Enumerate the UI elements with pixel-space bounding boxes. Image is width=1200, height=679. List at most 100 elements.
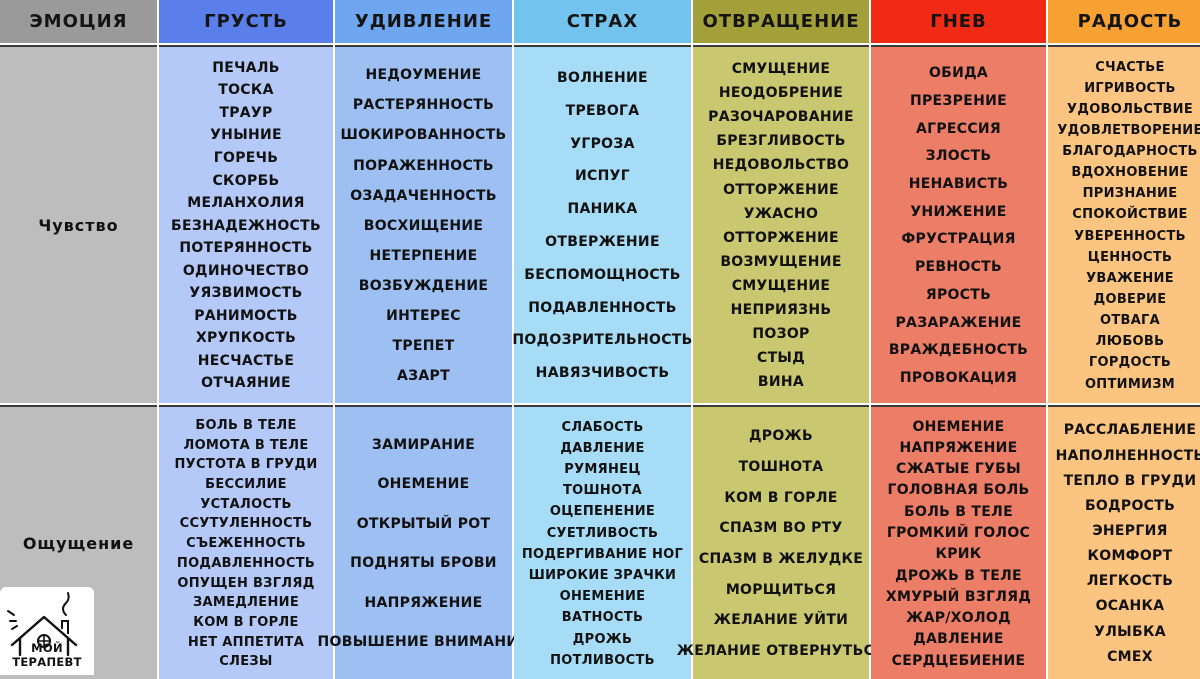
list-item: Недоумение xyxy=(365,67,482,84)
list-item: Вдохновение xyxy=(1071,165,1189,181)
list-item: Подозрительность xyxy=(512,332,693,349)
cell-disgust: Смущение Неодобрение Разочарование Брезглив… xyxy=(693,45,869,403)
list-item: Провокация xyxy=(899,370,1018,387)
list-item: Хмурый взгляд xyxy=(885,588,1032,605)
list-item: Презрение xyxy=(909,92,1007,109)
list-item: Потерянность xyxy=(179,240,313,257)
list-item: Боль в теле xyxy=(195,418,297,434)
list-item: Дрожь xyxy=(572,631,633,647)
list-item: Подняты брови xyxy=(350,555,497,572)
list-item: Печаль xyxy=(212,59,280,76)
list-item: Меланхолия xyxy=(187,195,305,212)
list-item: Ком в горле xyxy=(724,489,838,506)
cell-disgust: Дрожь Тошнота Ком в горле Спазм во рту Спазм… xyxy=(677,405,885,679)
cell-anger: Онемение Напряжение Сжатые губы Головная бо… xyxy=(871,405,1046,679)
list-item: Неприязнь xyxy=(730,301,832,318)
list-item: Жар/холод xyxy=(906,610,1011,627)
list-item: Безнадежность xyxy=(171,217,321,234)
list-item: Трепет xyxy=(392,337,455,354)
list-item: Отторжение xyxy=(723,229,839,246)
cell-sadness: Печаль Тоска Траур Уныние Горечь Скорбь Меланх… xyxy=(159,45,333,403)
list-item: Игривость xyxy=(1084,80,1176,96)
list-item: Комфорт xyxy=(1087,548,1173,565)
list-item: Отвага xyxy=(1099,313,1161,329)
list-item: Тоска xyxy=(218,82,274,99)
list-item: Бодрость xyxy=(1084,497,1176,514)
logo: Мой терапевт xyxy=(0,587,94,675)
list-item: Легкость xyxy=(1086,573,1174,590)
list-item: Возбуждение xyxy=(358,277,489,294)
list-item: Отвержение xyxy=(545,234,660,250)
list-item: Угроза xyxy=(570,135,635,152)
list-item: Ком в горле xyxy=(193,614,299,630)
list-item: Дрожь xyxy=(749,428,813,445)
list-item: Давление xyxy=(913,631,1004,648)
header-joy: Радость xyxy=(1048,0,1200,43)
list-item: Разаражение xyxy=(895,314,1022,331)
list-item: Несчастье xyxy=(197,352,295,369)
list-item: Замирание xyxy=(371,436,476,453)
list-item: Громкий голос xyxy=(886,525,1031,541)
list-item: Злость xyxy=(925,148,992,165)
list-item: Спокойствие xyxy=(1072,207,1188,223)
list-item: Ревность xyxy=(914,259,1002,276)
cell-sadness: Боль в теле Ломота в теле Пустота в груди Б… xyxy=(159,405,333,679)
list-item: Осанка xyxy=(1095,598,1165,615)
list-item: Нетерпение xyxy=(369,247,478,264)
list-item: Повышение внимания xyxy=(317,634,530,651)
list-item: Доверие xyxy=(1093,292,1167,308)
list-item: Опущен взгляд xyxy=(177,575,315,591)
list-item: Враждебность xyxy=(888,342,1029,359)
list-item: Смущение xyxy=(731,277,831,294)
list-item: Давление xyxy=(560,440,645,456)
header-surprise: Удивление xyxy=(335,0,512,43)
list-item: Ранимость xyxy=(194,307,298,324)
list-item: Благодарность xyxy=(1062,144,1198,160)
list-item: Уязвимость xyxy=(189,285,303,302)
list-item: Пораженность xyxy=(353,157,494,174)
list-item: Отторжение xyxy=(723,181,839,198)
list-item: Уныние xyxy=(210,127,282,144)
header-emotion: Эмоция xyxy=(0,0,157,43)
list-item: Испуг xyxy=(575,168,630,185)
list-item: Желание уйти xyxy=(713,612,849,629)
list-item: Открытый рот xyxy=(356,515,491,532)
list-item: Слабость xyxy=(561,419,644,435)
list-item: Смех xyxy=(1107,648,1153,665)
list-item: Подергивание ног xyxy=(521,546,684,562)
cell-fear: Волнение Тревога Угроза Испуг Паника Отвержен… xyxy=(512,45,693,403)
list-item: Сердцебиение xyxy=(891,652,1026,669)
list-item: Подавленность xyxy=(176,555,316,571)
list-item: Напряжение xyxy=(364,594,483,611)
list-item: Любовь xyxy=(1095,334,1165,350)
list-item: Пустота в груди xyxy=(174,457,318,473)
list-item: Озадаченность xyxy=(350,187,497,204)
list-item: Признание xyxy=(1082,186,1178,202)
list-item: Разочарование xyxy=(708,109,854,126)
list-item: Румянец xyxy=(564,461,641,477)
list-item: Удовольствие xyxy=(1067,101,1193,117)
list-item: Азарт xyxy=(397,367,450,384)
cell-fear: Слабость Давление Румянец Тошнота Оцепенение… xyxy=(514,405,691,679)
cell-surprise: Замирание Онемение Открытый рот Подняты бро… xyxy=(318,405,529,679)
list-item: Суетливость xyxy=(546,525,659,541)
list-item: Слезы xyxy=(219,654,273,670)
list-item: Обида xyxy=(928,65,989,82)
list-item: Ломота в теле xyxy=(183,437,309,453)
list-item: Интерес xyxy=(386,307,461,324)
list-item: Навязчивость xyxy=(535,365,670,382)
list-item: Наполненность xyxy=(1055,447,1200,464)
list-item: Неодобрение xyxy=(718,85,844,102)
header-fear: Страх xyxy=(514,0,691,43)
list-item: Гордость xyxy=(1088,355,1172,371)
list-item: Бессилие xyxy=(205,477,287,493)
list-item: Траур xyxy=(219,104,273,121)
list-item: Фрустрация xyxy=(901,231,1016,248)
list-item: Тревога xyxy=(565,102,640,119)
list-item: Замедление xyxy=(192,595,299,611)
list-item: Недовольство xyxy=(712,157,850,174)
cell-anger: Обида Презрение Агрессия Злость Ненависть Уни… xyxy=(871,45,1046,403)
list-item: Ненависть xyxy=(908,175,1009,192)
list-item: Смущение xyxy=(731,61,831,78)
